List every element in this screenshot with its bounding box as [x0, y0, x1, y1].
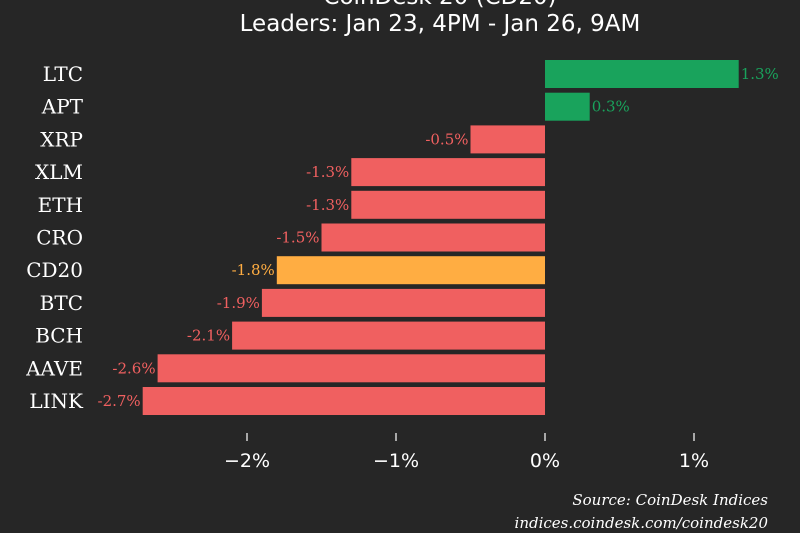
- category-label-btc: BTC: [40, 291, 83, 315]
- category-label-ltc: LTC: [43, 62, 83, 86]
- bar-xrp: [470, 125, 545, 154]
- bar-ltc: [545, 60, 739, 88]
- category-label-bch: BCH: [35, 324, 83, 348]
- x-tick-label: −2%: [224, 450, 270, 472]
- category-label-aave: AAVE: [25, 356, 83, 380]
- value-label-xlm: -1.3%: [306, 163, 349, 181]
- value-label-eth: -1.3%: [306, 196, 349, 214]
- source-line-2: indices.coindesk.com/coindesk20: [515, 514, 769, 532]
- category-label-xlm: XLM: [35, 160, 83, 184]
- category-label-apt: APT: [41, 95, 84, 119]
- x-tick-label: 0%: [530, 450, 560, 472]
- category-label-cd20: CD20: [26, 258, 83, 282]
- x-tick-label: −1%: [373, 450, 419, 472]
- category-label-eth: ETH: [38, 193, 83, 217]
- value-label-ltc: 1.3%: [741, 65, 779, 83]
- value-label-btc: -1.9%: [217, 294, 260, 312]
- bar-cro: [321, 223, 545, 252]
- bar-aave: [157, 354, 545, 383]
- bar-xlm: [351, 158, 545, 187]
- value-label-cd20: -1.8%: [232, 261, 275, 279]
- bars-group: LTC 1.3% APT 0.3% XRP -0.5% XLM -1.3% ETH -1.3% CR…: [25, 60, 779, 415]
- x-axis: −2% −1% 0% 1%: [224, 433, 709, 472]
- value-label-link: -2.7%: [98, 392, 141, 410]
- category-label-xrp: XRP: [40, 127, 83, 151]
- chart-subtitle: Leaders: Jan 23, 4PM - Jan 26, 9AM: [240, 11, 641, 37]
- value-label-apt: 0.3%: [592, 98, 630, 116]
- bar-bch: [232, 321, 545, 350]
- source-line-1: Source: CoinDesk Indices: [572, 491, 768, 509]
- bar-cd20: [276, 256, 545, 285]
- bar-eth: [351, 190, 545, 219]
- chart-title: CoinDesk 20 (CD20): [323, 0, 556, 10]
- value-label-bch: -2.1%: [187, 327, 230, 345]
- value-label-cro: -1.5%: [276, 229, 319, 247]
- category-label-link: LINK: [29, 389, 84, 413]
- bar-link: [142, 387, 545, 415]
- category-label-cro: CRO: [36, 226, 83, 250]
- x-tick-label: 1%: [679, 450, 709, 472]
- bar-apt: [545, 92, 590, 121]
- value-label-xrp: -0.5%: [425, 130, 468, 148]
- bar-btc: [261, 288, 545, 317]
- value-label-aave: -2.6%: [112, 359, 155, 377]
